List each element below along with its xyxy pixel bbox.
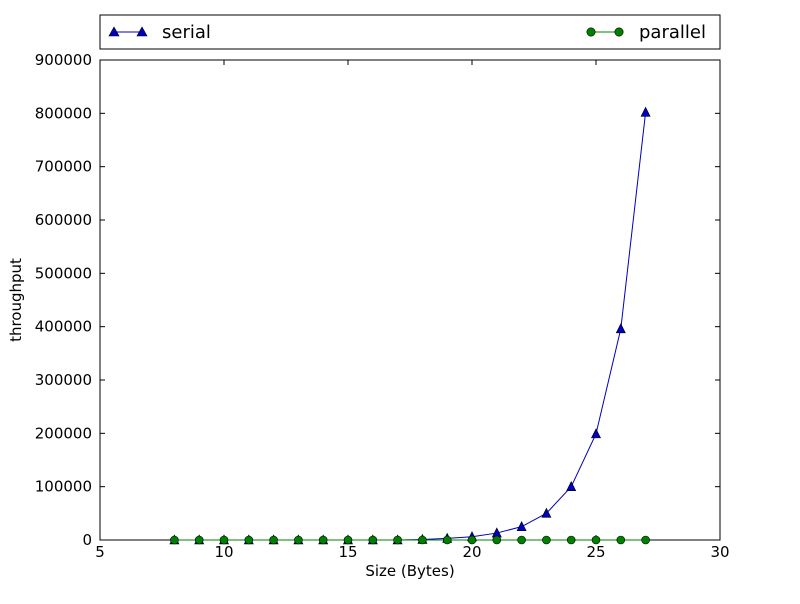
y-tick-label: 700000 [35, 158, 92, 176]
y-tick-label: 100000 [35, 478, 92, 496]
legend-serial-marker-right [136, 26, 148, 37]
x-tick-label: 5 [95, 543, 105, 561]
data-point-parallel [318, 535, 328, 545]
x-tick-label: 30 [710, 543, 729, 561]
y-tick-label: 0 [82, 531, 92, 549]
data-point-parallel [368, 535, 378, 545]
data-point-serial [615, 323, 626, 334]
data-point-parallel [517, 535, 526, 545]
data-point-parallel [393, 535, 402, 545]
data-point-parallel [194, 535, 204, 545]
x-tick-label: 10 [214, 543, 233, 561]
y-tick-label: 600000 [35, 211, 92, 229]
legend-entry-parallel: parallel [586, 22, 706, 43]
legend-parallel-marker-right [614, 27, 624, 37]
data-point-serial [516, 520, 527, 531]
legend-serial-marker-left [108, 26, 120, 37]
y-tick-label: 400000 [35, 318, 92, 336]
data-point-parallel [467, 535, 477, 545]
y-axis-label: throughput [7, 258, 25, 342]
data-point-parallel [294, 535, 303, 545]
legend: serial parallel [99, 14, 721, 50]
x-tick-label: 25 [586, 543, 605, 561]
y-tick-label: 800000 [35, 104, 92, 122]
x-tick-label: 15 [338, 543, 357, 561]
data-point-serial [640, 106, 651, 117]
data-point-serial [591, 428, 601, 439]
legend-parallel-label: parallel [639, 22, 706, 43]
data-point-parallel [641, 535, 650, 545]
y-tick-label: 500000 [35, 264, 92, 282]
data-point-parallel [442, 535, 452, 545]
legend-entry-serial: serial [108, 22, 211, 43]
data-point-parallel [616, 535, 626, 545]
data-point-parallel [269, 535, 278, 545]
plot-area [99, 59, 721, 541]
x-axis-label: Size (Bytes) [365, 562, 454, 580]
legend-serial-label: serial [162, 22, 211, 43]
y-tick-label: 200000 [35, 424, 92, 442]
data-point-parallel [542, 535, 551, 545]
y-axis: 0 100000 200000 300000 400000 500000 600000 700… [35, 51, 720, 549]
series-layer [169, 106, 651, 545]
legend-parallel-marker-left [586, 27, 596, 37]
data-point-parallel [244, 535, 254, 545]
data-point-serial [541, 507, 552, 518]
data-point-parallel [418, 535, 427, 545]
data-point-serial [566, 480, 577, 491]
y-tick-label: 300000 [35, 371, 92, 389]
data-point-parallel [566, 535, 576, 545]
data-point-parallel [343, 535, 353, 545]
data-point-parallel [219, 535, 229, 545]
data-point-parallel [170, 535, 179, 545]
y-tick-label: 900000 [35, 51, 92, 69]
data-point-parallel [492, 535, 502, 545]
data-point-parallel [591, 535, 601, 545]
x-tick-label: 20 [462, 543, 481, 561]
